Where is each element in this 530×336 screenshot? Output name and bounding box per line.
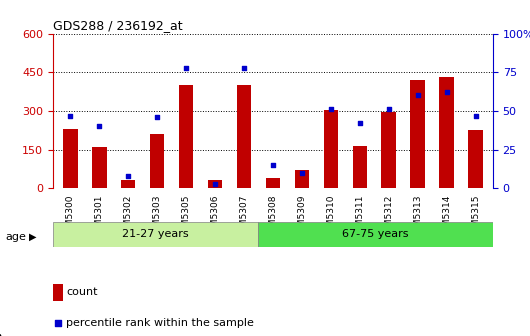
Text: count: count	[66, 287, 98, 297]
Bar	[439, 77, 454, 188]
Point	[443, 90, 451, 95]
Point	[298, 170, 306, 175]
Point	[66, 113, 75, 118]
Bar	[352, 146, 367, 188]
Bar	[150, 134, 164, 188]
Bar	[410, 80, 425, 188]
Bar	[258, 222, 493, 247]
Point	[153, 114, 162, 120]
Text: age: age	[5, 232, 26, 242]
Bar	[92, 147, 107, 188]
Bar	[469, 130, 483, 188]
Point	[413, 93, 422, 98]
Point	[124, 173, 132, 178]
Bar	[53, 222, 258, 247]
Text: percentile rank within the sample: percentile rank within the sample	[66, 318, 254, 328]
Point	[471, 113, 480, 118]
Bar	[266, 178, 280, 188]
Bar	[324, 110, 338, 188]
Bar	[295, 170, 309, 188]
Bar	[382, 112, 396, 188]
Point	[211, 181, 219, 186]
Text: GDS288 / 236192_at: GDS288 / 236192_at	[53, 19, 183, 33]
Bar	[237, 85, 251, 188]
Point	[356, 121, 364, 126]
Point	[98, 244, 106, 249]
Point	[326, 107, 335, 112]
Point	[269, 162, 277, 168]
Text: 21-27 years: 21-27 years	[122, 229, 189, 239]
Bar	[208, 180, 222, 188]
Point	[182, 65, 190, 70]
Point	[240, 65, 248, 70]
Point	[95, 124, 103, 129]
Point	[384, 107, 393, 112]
Text: ▶: ▶	[29, 232, 37, 242]
Bar	[121, 180, 136, 188]
Bar	[179, 85, 193, 188]
Text: 67-75 years: 67-75 years	[342, 229, 409, 239]
Bar	[63, 129, 77, 188]
